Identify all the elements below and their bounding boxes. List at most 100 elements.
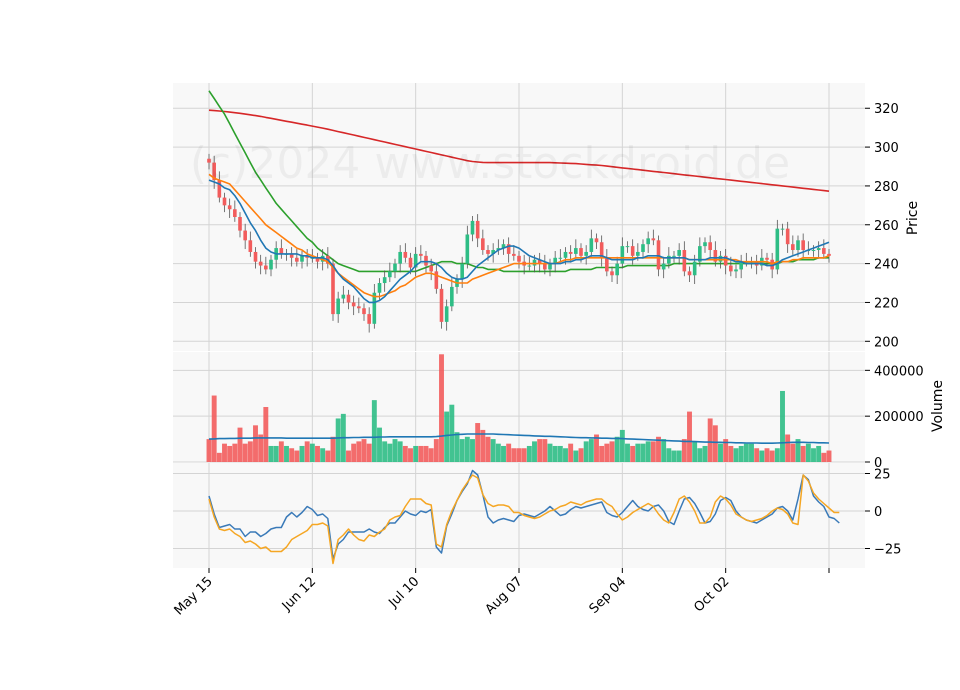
candle-up [775, 228, 780, 270]
candle-down [517, 255, 521, 262]
candle-up [667, 255, 671, 264]
candle-down [801, 240, 805, 251]
ma-xlong-line [208, 109, 830, 192]
candle-up [444, 306, 449, 322]
x-axis: May 15 Jun 12 Jul 10 Aug 07 Sep 04 Oct 02 [172, 568, 830, 618]
candle-up [636, 251, 640, 256]
candle-down [651, 238, 656, 241]
volume-bar [351, 443, 357, 462]
volume-axis-tick-label: 200000 [874, 410, 924, 425]
candle-down [630, 246, 635, 256]
candle-up [320, 255, 325, 262]
volume-bar [485, 436, 491, 462]
volume-bar [397, 441, 403, 462]
volume-bar [785, 434, 791, 462]
candle-up [620, 246, 625, 264]
volume-bar [816, 445, 822, 462]
volume-bar [299, 445, 305, 462]
candle-up [388, 271, 392, 278]
candle-up [692, 261, 697, 276]
volume-bar [470, 439, 475, 462]
candle-down [568, 251, 573, 254]
volume-bar [547, 443, 553, 462]
volume-bar [475, 423, 481, 462]
candle-down [357, 306, 361, 309]
volume-bar [573, 450, 579, 462]
price-axis-title: Price [905, 201, 921, 235]
candle-down [434, 271, 439, 289]
candle-up [553, 257, 557, 264]
volume-bar [645, 441, 651, 462]
candle-up [641, 244, 645, 252]
volume-bar [811, 448, 816, 462]
candle-up [336, 298, 340, 315]
candle-up [734, 269, 738, 272]
volume-bar [795, 439, 801, 462]
candle-up [780, 228, 785, 230]
candle-down [765, 257, 769, 260]
candle-down [331, 263, 335, 315]
volume-bar [743, 443, 749, 462]
candle-down [486, 250, 490, 254]
volume-bar [723, 439, 729, 462]
volume-bar [749, 443, 754, 462]
volume-bar [413, 445, 419, 462]
candle-down [439, 288, 444, 322]
candle-up [527, 265, 532, 267]
oscillator-line-a [208, 469, 840, 560]
volume-bar [594, 434, 599, 462]
volume-bar [433, 439, 439, 462]
candle-up [300, 255, 304, 262]
volume-bar [222, 443, 227, 462]
volume-bar [506, 443, 512, 462]
volume-bar [759, 450, 765, 462]
candle-down [403, 251, 408, 258]
candle-down [708, 242, 712, 251]
volume-bar [253, 425, 258, 462]
candle-up [811, 250, 816, 252]
volume-bar [284, 445, 289, 462]
candle-down [253, 251, 258, 262]
price-panel: 200 220 240 260 280 300 320 [173, 83, 899, 351]
volume-bar [578, 448, 584, 462]
volume-bar [320, 448, 326, 462]
ma-short-line [208, 179, 830, 304]
volume-bar [242, 443, 248, 462]
volume-bar [490, 439, 496, 462]
volume-bar [428, 448, 434, 462]
volume-bar [216, 452, 222, 462]
candle-up [465, 234, 470, 264]
oscillator-axis-tick-label: 0 [874, 505, 882, 520]
volume-bar [568, 443, 574, 462]
candle-down [264, 265, 268, 270]
volume-bar [583, 441, 589, 462]
volume-bar [769, 450, 775, 462]
candle-down [289, 253, 294, 258]
candle-up [413, 253, 418, 268]
volume-bar [459, 439, 465, 462]
volume-bar [423, 445, 429, 462]
volume-bar [371, 400, 377, 462]
volume-bar [661, 439, 667, 462]
price-axis-tick-label: 280 [874, 180, 899, 195]
volume-bar [247, 441, 253, 462]
volume-bar [325, 450, 331, 462]
candle-up [501, 244, 506, 249]
candle-up [548, 263, 552, 270]
candle-up [739, 261, 743, 270]
volume-bar [387, 443, 393, 462]
candle-down [227, 205, 232, 210]
candle-down [243, 230, 247, 241]
candle-up [269, 259, 273, 270]
volume-bar [309, 443, 315, 462]
candle-down [429, 265, 433, 272]
volume-bar [377, 427, 382, 462]
x-tick-label: Jul 10 [385, 574, 422, 611]
candle-up [460, 263, 464, 280]
candle-up [450, 286, 454, 307]
candle-up [796, 240, 800, 251]
candle-down [258, 261, 263, 266]
price-axis-tick-label: 300 [874, 141, 899, 156]
